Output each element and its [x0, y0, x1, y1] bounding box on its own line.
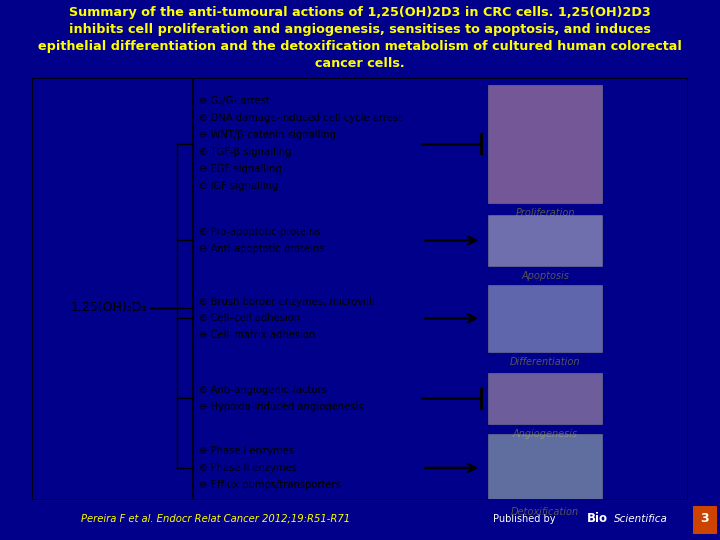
Text: ⊕ TGF-β signalling: ⊕ TGF-β signalling [199, 147, 292, 157]
Text: Differentiation: Differentiation [510, 357, 580, 367]
Text: ⊕ DNA damage-induced cell cycle arrest: ⊕ DNA damage-induced cell cycle arrest [199, 113, 402, 123]
Text: Bio: Bio [587, 512, 608, 525]
Text: ⊕ Cell–matrix adhesion: ⊕ Cell–matrix adhesion [199, 330, 316, 340]
Text: ⊕ Brush border enzymes, microvilli: ⊕ Brush border enzymes, microvilli [199, 296, 375, 307]
Text: ⊖ Hypoxia-induced angiogenesis: ⊖ Hypoxia-induced angiogenesis [199, 402, 364, 412]
Bar [487, 215, 603, 266]
Text: Summary of the anti-tumoural actions of 1,25(OH)2D3 in CRC cells. 1,25(OH)2D3
in: Summary of the anti-tumoural actions of … [38, 5, 682, 70]
Bar [487, 373, 603, 424]
Text: ⊖ EGF signalling: ⊖ EGF signalling [199, 164, 282, 174]
Text: ⊖ IGF signalling: ⊖ IGF signalling [199, 181, 279, 191]
Text: Apoptosis: Apoptosis [521, 271, 569, 281]
Text: ⊕ Efflux pumps/transporters: ⊕ Efflux pumps/transporters [199, 480, 341, 490]
Text: Angiogenesis: Angiogenesis [513, 429, 577, 438]
Text: ⊖ WNT/β-catenin signalling: ⊖ WNT/β-catenin signalling [199, 130, 336, 140]
Text: Detoxification: Detoxification [511, 507, 579, 517]
Text: ⊕ Phase I enzymes: ⊕ Phase I enzymes [199, 446, 294, 456]
Bar [487, 285, 603, 352]
Text: 1,25(OH)₂D₃: 1,25(OH)₂D₃ [71, 301, 147, 314]
Bar [487, 85, 603, 202]
Text: Scientifica: Scientifica [613, 514, 667, 524]
Text: Published by: Published by [493, 514, 559, 524]
Text: ⊖ Anti-apoptotic proteins: ⊖ Anti-apoptotic proteins [199, 244, 325, 254]
Text: ⊕ Pro-apoptotic proteins: ⊕ Pro-apoptotic proteins [199, 227, 321, 237]
Bar [693, 505, 717, 534]
Bar [487, 434, 603, 502]
Text: ⊕ Phase II enzymes: ⊕ Phase II enzymes [199, 463, 297, 473]
Text: ⊕ Anti-angiogenic factors: ⊕ Anti-angiogenic factors [199, 385, 327, 395]
Text: Proliferation: Proliferation [516, 207, 575, 218]
Text: Pereira F et al. Endocr Relat Cancer 2012;19:R51-R71: Pereira F et al. Endocr Relat Cancer 201… [81, 514, 351, 524]
Text: ⊕ Cell–cell adhesion: ⊕ Cell–cell adhesion [199, 313, 301, 323]
Text: ⊕ G₀/G₁ arrest: ⊕ G₀/G₁ arrest [199, 97, 270, 106]
Text: 3: 3 [701, 512, 709, 525]
